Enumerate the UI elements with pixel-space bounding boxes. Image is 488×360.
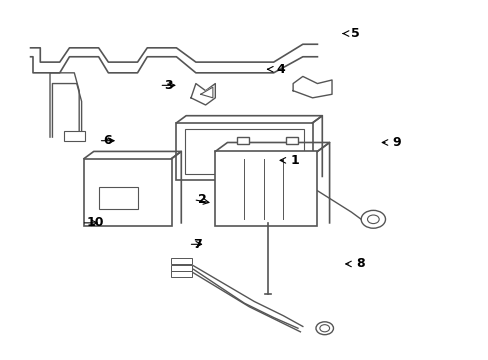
Text: 4: 4 — [276, 63, 285, 76]
FancyBboxPatch shape — [237, 137, 249, 144]
FancyBboxPatch shape — [185, 129, 303, 174]
Text: 3: 3 — [164, 79, 173, 92]
Circle shape — [361, 210, 385, 228]
FancyBboxPatch shape — [176, 123, 312, 180]
Text: 5: 5 — [351, 27, 360, 40]
Text: 10: 10 — [86, 216, 104, 229]
FancyBboxPatch shape — [285, 137, 297, 144]
FancyBboxPatch shape — [170, 258, 192, 264]
Circle shape — [367, 215, 378, 224]
FancyBboxPatch shape — [84, 158, 171, 226]
Circle shape — [319, 325, 329, 332]
FancyBboxPatch shape — [99, 187, 137, 208]
Polygon shape — [201, 87, 212, 98]
Text: 2: 2 — [198, 193, 206, 206]
Circle shape — [315, 322, 333, 335]
Text: 8: 8 — [356, 257, 364, 270]
FancyBboxPatch shape — [170, 271, 192, 277]
FancyBboxPatch shape — [63, 131, 85, 141]
Text: 7: 7 — [193, 238, 202, 251]
Text: 9: 9 — [392, 136, 401, 149]
FancyBboxPatch shape — [215, 152, 317, 226]
Text: 6: 6 — [103, 134, 112, 147]
Text: 1: 1 — [290, 154, 299, 167]
FancyBboxPatch shape — [170, 265, 192, 271]
